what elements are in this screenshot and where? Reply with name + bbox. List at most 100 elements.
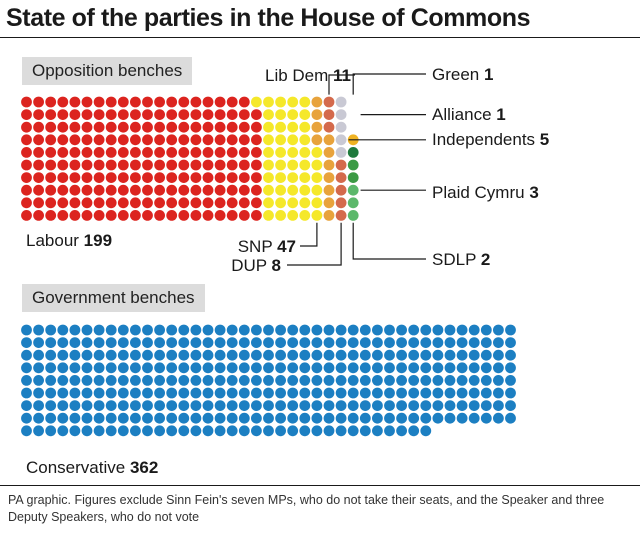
seat-dot-labour [214, 147, 226, 158]
seat-dot-snp [275, 121, 286, 133]
seat-dot-labour [93, 121, 105, 133]
seat-dot-conservative [263, 362, 274, 374]
seat-dot-conservative [117, 362, 129, 374]
seat-dot-labour [105, 172, 117, 184]
title-rule [0, 37, 640, 38]
seat-dot-conservative [311, 349, 323, 361]
seat-dot-labour [21, 96, 32, 108]
seat-dot-conservative [45, 324, 57, 336]
seat-dot-conservative [45, 400, 57, 411]
seat-dot-conservative [384, 412, 395, 424]
seat-dot-conservative [408, 375, 420, 386]
seat-dot-conservative [347, 337, 359, 348]
seat-dot-labour [226, 147, 238, 158]
seat-dot-labour [178, 197, 190, 209]
seat-dot-conservative [81, 349, 93, 361]
seat-dot-conservative [444, 387, 456, 399]
seat-dot-labour [81, 172, 93, 184]
seat-dot-conservative [372, 387, 383, 399]
seat-dot-conservative [166, 362, 178, 374]
seat-dot-conservative [420, 412, 432, 424]
seat-dot-labour [130, 197, 141, 209]
seat-dot-labour [117, 184, 129, 196]
seat-dot-conservative [468, 349, 480, 361]
seat-dot-labour [117, 172, 129, 184]
seat-dot-conservative [347, 349, 359, 361]
seat-dot-labour [166, 96, 178, 108]
seat-dot-conservative [130, 400, 141, 411]
seat-dot-conservative [142, 400, 153, 411]
seat-dot-labour [33, 109, 44, 120]
seat-dot-labour [190, 147, 202, 158]
seat-dot-snp [311, 147, 323, 158]
seat-dot-conservative [93, 425, 105, 437]
seat-dot-labour [202, 134, 214, 146]
seat-dot-conservative [275, 349, 286, 361]
seat-dot-labour [81, 197, 93, 209]
seat-dot-conservative [287, 349, 299, 361]
seat-dot-labour [202, 172, 214, 184]
seat-dot-conservative [372, 337, 383, 348]
seat-dot-conservative [505, 375, 516, 386]
seat-dot-conservative [480, 387, 492, 399]
seat-dot-conservative [311, 375, 323, 386]
seat-dot-labour [117, 96, 129, 108]
seat-dot-labour [226, 197, 238, 209]
seat-dot-green [347, 147, 359, 158]
seat-dot-conservative [420, 375, 432, 386]
seat-dot-conservative [226, 412, 238, 424]
seat-dot-labour [238, 96, 250, 108]
seat-dot-conservative [69, 362, 81, 374]
seat-dot-conservative [202, 324, 214, 336]
seat-dot-conservative [166, 375, 178, 386]
seat-dot-labour [202, 210, 214, 221]
seat-dot-labour [93, 147, 105, 158]
seat-dot-conservative [347, 387, 359, 399]
seat-dot-conservative [323, 400, 335, 411]
seat-dot-conservative [323, 349, 335, 361]
seat-dot-conservative [335, 362, 347, 374]
seat-dot-conservative [335, 337, 347, 348]
seat-dot-conservative [468, 400, 480, 411]
seat-dot-snp [263, 147, 274, 158]
seat-dot-conservative [287, 400, 299, 411]
seat-dot-conservative [384, 324, 395, 336]
seat-dot-labour [166, 121, 178, 133]
seat-dot-labour [33, 197, 44, 209]
seat-dot-conservative [190, 324, 202, 336]
seat-dot-conservative [299, 349, 311, 361]
seat-dot-conservative [117, 425, 129, 437]
seat-dot-labour [251, 172, 262, 184]
seat-dot-labour [251, 109, 262, 120]
seat-dot-conservative [226, 425, 238, 437]
seat-dot-labour [142, 159, 153, 171]
seat-dot-conservative [190, 362, 202, 374]
seat-dot-snp [311, 210, 323, 221]
seat-dot-labour [45, 147, 57, 158]
seat-dot-conservative [372, 362, 383, 374]
seat-dot-conservative [432, 400, 444, 411]
seat-dot-snp [311, 172, 323, 184]
seat-dot-dup [335, 172, 347, 184]
seat-dot-labour [238, 172, 250, 184]
seat-dot-labour [81, 134, 93, 146]
seat-dot-labour [93, 197, 105, 209]
seat-dot-conservative [456, 349, 468, 361]
seat-dot-snp [299, 197, 311, 209]
seat-dot-conservative [408, 425, 420, 437]
seat-dot-labour [142, 109, 153, 120]
seat-dot-independents [335, 134, 347, 146]
seat-dot-conservative [238, 400, 250, 411]
seat-dot-conservative [420, 362, 432, 374]
seat-dot-labour [190, 172, 202, 184]
seat-dot-snp [299, 184, 311, 196]
seat-dot-conservative [21, 412, 32, 424]
seat-dot-labour [214, 96, 226, 108]
seat-dot-labour [69, 210, 81, 221]
seat-dot-labour [117, 134, 129, 146]
seat-dot-conservative [130, 324, 141, 336]
seat-dot-labour [214, 134, 226, 146]
seat-dot-conservative [105, 337, 117, 348]
seat-dot-labour [130, 184, 141, 196]
